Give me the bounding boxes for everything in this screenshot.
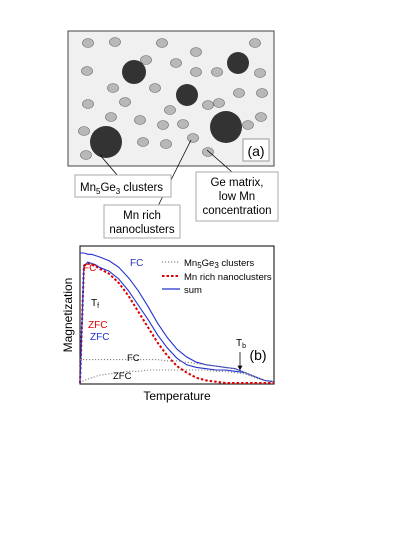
nanocluster-ellipse	[78, 126, 90, 136]
nanocluster-ellipse	[105, 112, 117, 122]
svg-text:concentration: concentration	[202, 205, 271, 217]
panel-b-label: (b)	[249, 347, 266, 363]
nanocluster-ellipse	[119, 97, 131, 107]
nanocluster-ellipse	[81, 66, 93, 76]
nanocluster-ellipse	[82, 38, 94, 48]
mn5ge3-cluster	[176, 84, 198, 106]
legend-label-sum: sum	[184, 285, 202, 296]
svg-text:nanoclusters: nanoclusters	[109, 224, 174, 236]
nanocluster-ellipse	[233, 88, 245, 98]
callout-nanoclusters: Mn rich nanoclusters	[103, 204, 181, 239]
leader-line	[99, 154, 119, 177]
panel-b: Mn5Ge3 clusters Mn rich nanoclusters sum…	[61, 245, 275, 403]
nanocluster-ellipse	[187, 133, 199, 143]
nanocluster-ellipse	[156, 38, 168, 48]
series-line-2	[79, 261, 275, 384]
nanocluster-ellipse	[256, 88, 268, 98]
legend-label-clusters: Mn5Ge3 clusters	[184, 258, 254, 270]
annotation-fc-top: FC	[130, 258, 143, 269]
nanocluster-ellipse	[242, 120, 254, 130]
svg-text:Mn5Ge3 clusters: Mn5Ge3 clusters	[80, 182, 163, 196]
nanocluster-ellipse	[82, 99, 94, 109]
series-line-0	[79, 369, 275, 384]
nanocluster-ellipse	[255, 112, 267, 122]
nanocluster-ellipse	[177, 119, 189, 129]
nanocluster-ellipse	[202, 100, 214, 110]
nanocluster-ellipse	[140, 55, 152, 65]
annotation-fc-red: FC	[83, 263, 96, 274]
series-line-3	[80, 252, 275, 383]
nanocluster-ellipse	[157, 120, 169, 130]
annotation-tb: Tb	[236, 338, 246, 350]
panel-a-label: (a)	[247, 143, 264, 159]
svg-text:Ge matrix,: Ge matrix,	[210, 177, 263, 189]
svg-text:Mn rich: Mn rich	[123, 210, 161, 222]
nanocluster-ellipse	[211, 67, 223, 77]
legend: Mn5Ge3 clusters Mn rich nanoclusters sum	[162, 258, 272, 296]
nanocluster-ellipse	[164, 105, 176, 115]
nanocluster-ellipse	[190, 67, 202, 77]
panel-b-label-box	[246, 344, 271, 364]
annotation-tf: Tf	[91, 298, 99, 310]
annotation-zfc-blue: ZFC	[90, 332, 109, 343]
mn5ge3-cluster	[227, 52, 249, 74]
nanocluster-ellipse	[80, 150, 92, 160]
nanocluster-ellipse	[170, 58, 182, 68]
legend-label-nanoclusters: Mn rich nanoclusters	[184, 272, 272, 283]
nanocluster-ellipse	[249, 38, 261, 48]
nanocluster-ellipse	[160, 139, 172, 149]
series-line-4	[80, 359, 275, 383]
callout-ge-matrix: Ge matrix, low Mn concentration	[195, 171, 279, 222]
panel-a-label-box	[242, 138, 270, 162]
nanocluster-ellipse	[109, 37, 121, 47]
nanocluster-ellipse	[202, 147, 214, 157]
nanocluster-ellipse	[107, 83, 119, 93]
x-axis-label: Temperature	[143, 389, 211, 403]
mn-rich-nanoclusters	[78, 37, 268, 160]
nanocluster-ellipse	[149, 83, 161, 93]
plot-frame	[79, 245, 275, 385]
nanocluster-ellipse	[213, 98, 225, 108]
mn5ge3-cluster	[90, 126, 122, 158]
annotation-zfc-low: ZFC	[113, 371, 132, 382]
nanocluster-ellipse	[254, 68, 266, 78]
panel-a: (a) Mn5Ge3 clusters Mn rich nanoclusters…	[67, 30, 279, 239]
nanocluster-ellipse	[137, 137, 149, 147]
y-axis-label: Magnetization	[61, 278, 75, 353]
svg-text:low Mn: low Mn	[219, 191, 255, 203]
series-line-1	[79, 262, 274, 384]
plot-curves	[79, 252, 275, 384]
nanocluster-ellipse	[134, 115, 146, 125]
callout-clusters: Mn5Ge3 clusters	[74, 174, 172, 198]
mn5ge3-cluster	[122, 60, 146, 84]
annotation-zfc-red: ZFC	[88, 320, 107, 331]
annotation-fc-low: FC	[127, 353, 140, 364]
mn5ge3-cluster	[210, 111, 242, 143]
nanocluster-ellipse	[190, 47, 202, 57]
leader-line	[206, 149, 233, 173]
